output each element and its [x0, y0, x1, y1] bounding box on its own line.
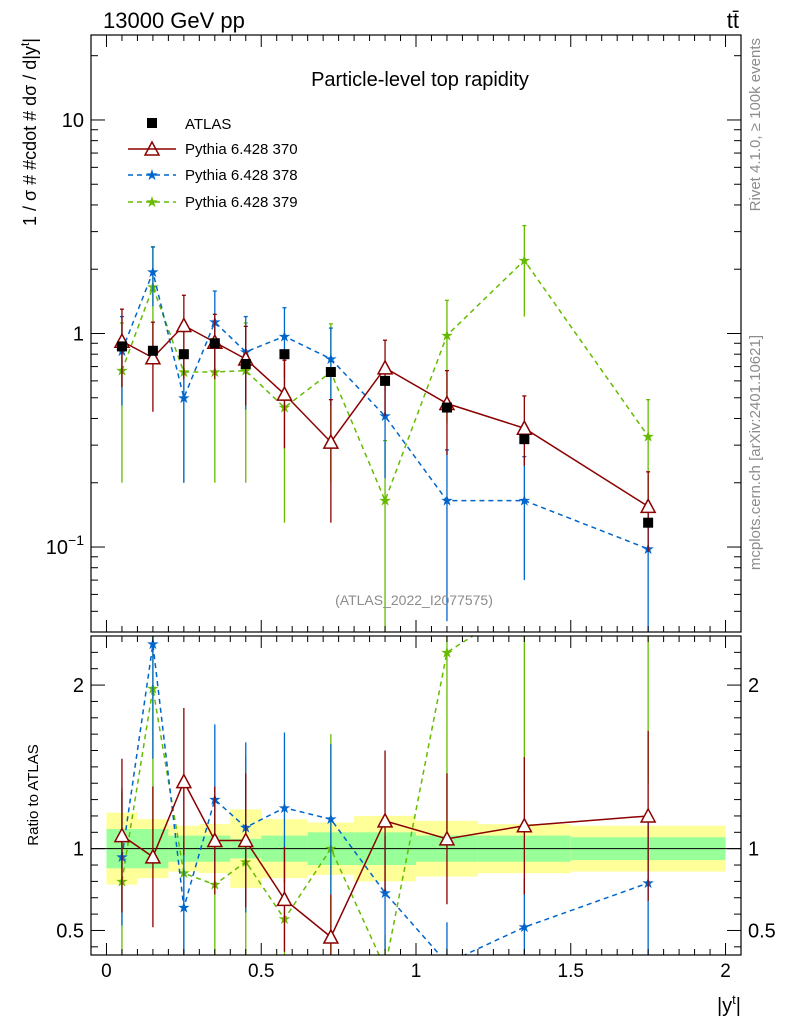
ratio-point-pythia-6-428-378: ★ [146, 635, 159, 653]
legend-marker-pythia-378: ★ [145, 166, 158, 184]
point-pythia-6-428-370 [175, 316, 193, 333]
legend-label-pythia-378: Pythia 6.428 378 [185, 167, 298, 184]
x-tick-label: 0.5 [248, 961, 274, 982]
point-pythia-6-428-378: ★ [440, 492, 453, 510]
ratio-point-pythia-6-428-370 [237, 831, 255, 848]
ratio-point-pythia-6-428-378: ★ [518, 918, 531, 936]
ratio-y-tick-label-left: 2 [73, 675, 84, 697]
y-tick-label: 10 [62, 110, 84, 132]
ratio-point-pythia-6-428-370 [144, 848, 162, 864]
ratio-y-tick-label-right: 2 [748, 675, 759, 697]
ratio-point-pythia-6-428-378: ★ [177, 899, 190, 917]
mcplots-label: mcplots.cern.ch [arXiv:2401.10621] [747, 335, 764, 570]
ratio-y-tick-label-right: 0.5 [748, 920, 776, 942]
y-tick-label: 1 [73, 324, 84, 346]
point-pythia-6-428-370 [144, 349, 162, 365]
ratio-series-group: ★★★★★★★★★★★★★★★★★★★★★★ [113, 635, 657, 955]
rivet-label: Rivet 4.1.0, ≥ 100k events [747, 38, 764, 211]
legend-marker-atlas [147, 118, 157, 128]
ratio-point-pythia-6-428-370 [206, 831, 224, 848]
point-pythia-6-428-378: ★ [324, 350, 337, 368]
point-atlas [279, 349, 290, 360]
process-label: tt̄ [727, 8, 739, 33]
point-atlas [643, 517, 654, 528]
point-pythia-6-428-378: ★ [278, 327, 291, 345]
ratio-point-pythia-6-428-370 [516, 817, 533, 833]
main-series-group: ★★★★★★★★★★★★★★★★★★★★★★ [113, 224, 657, 632]
ratio-point-pythia-6-428-370 [113, 826, 131, 843]
legend-marker-pythia-370 [143, 140, 161, 156]
point-atlas [209, 338, 220, 349]
ratio-point-pythia-6-428-378: ★ [324, 810, 337, 828]
point-atlas [325, 367, 336, 378]
x-tick-label: 0 [101, 961, 112, 982]
chart-title: Particle-level top rapidity [311, 69, 529, 91]
point-pythia-6-428-370 [276, 385, 293, 401]
point-pythia-6-428-370 [322, 433, 340, 449]
x-tick-label: 2 [720, 961, 731, 982]
point-atlas [441, 402, 452, 413]
x-tick-label: 1.5 [558, 961, 584, 982]
point-pythia-6-428-378: ★ [518, 492, 531, 510]
ratio-point-pythia-6-428-370 [376, 812, 394, 828]
point-pythia-6-428-379: ★ [440, 326, 453, 344]
point-atlas [116, 341, 127, 352]
ratio-y-axis-label: Ratio to ATLAS [25, 744, 42, 845]
x-tick-label: 1 [411, 961, 422, 982]
point-atlas [519, 434, 530, 445]
ratio-point-pythia-6-428-370 [639, 807, 657, 823]
legend: ATLAS Pythia 6.428 370 ★ Pythia 6.428 37… [128, 116, 298, 211]
point-pythia-6-428-378: ★ [177, 389, 190, 407]
legend-label-pythia-370: Pythia 6.428 370 [185, 141, 298, 158]
point-atlas [240, 358, 251, 369]
y-tick-exponent: −1 [68, 532, 84, 548]
legend-label-atlas: ATLAS [185, 116, 231, 133]
ratio-y-tick-label-left: 0.5 [56, 920, 84, 942]
point-atlas [147, 345, 158, 356]
line-pythia-6-428-379 [121, 259, 649, 503]
point-atlas [178, 349, 189, 360]
ratio-point-pythia-6-428-370 [438, 830, 456, 846]
energy-label: 13000 GeV pp [103, 8, 245, 33]
y-axis-label: 1 / σ # #cdot # dσ / d|yt| [18, 38, 40, 226]
ratio-y-tick-label-right: 1 [748, 839, 759, 861]
point-pythia-6-428-370 [376, 359, 394, 375]
ratio-y-tick-label-left: 1 [73, 839, 84, 861]
ratio-point-pythia-6-428-370 [276, 890, 293, 907]
point-atlas [380, 375, 391, 386]
x-axis-label: |yt| [717, 992, 741, 1017]
point-pythia-6-428-379: ★ [378, 492, 391, 510]
ratio-point-pythia-6-428-379: ★ [440, 643, 453, 661]
ratio-point-pythia-6-428-378: ★ [278, 799, 291, 817]
point-pythia-6-428-379: ★ [641, 427, 654, 445]
ratio-point-pythia-6-428-378: ★ [378, 884, 391, 902]
ratio-point-pythia-6-428-370 [322, 928, 340, 944]
point-pythia-6-428-378: ★ [146, 263, 159, 281]
legend-marker-pythia-379: ★ [145, 193, 158, 211]
point-pythia-6-428-370 [639, 497, 657, 514]
legend-label-pythia-379: Pythia 6.428 379 [185, 194, 298, 211]
y-tick-label: 10−1 [46, 532, 84, 559]
point-pythia-6-428-379: ★ [518, 251, 531, 269]
analysis-tag: (ATLAS_2022_I2077575) [335, 592, 493, 608]
ratio-point-pythia-6-428-370 [175, 773, 193, 789]
